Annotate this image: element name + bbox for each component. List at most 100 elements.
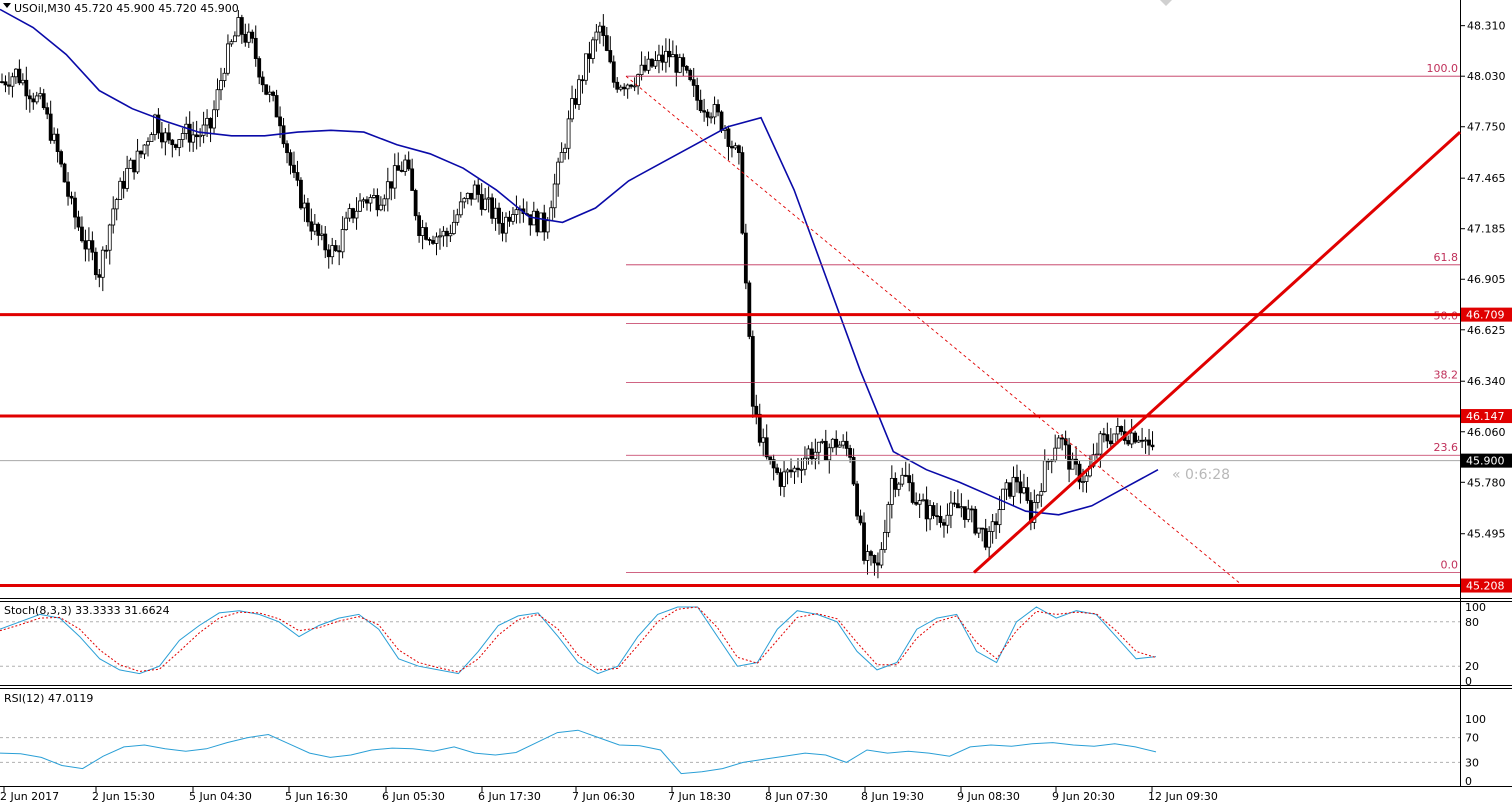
candle-body [20,79,25,84]
candle-body [372,195,376,198]
candle-body [340,229,345,253]
candle-body [330,245,335,258]
candle [250,29,255,44]
candle [820,438,825,445]
candle-body [396,165,401,171]
indicator-tick-label: 20 [1465,660,1479,673]
candle-body [86,240,91,250]
candle [48,100,53,144]
candle-body [903,474,908,477]
collapse-triangle-icon[interactable] [3,3,11,8]
candle-body [809,448,814,460]
candle [45,102,50,120]
candle [69,191,74,205]
candle [125,155,130,192]
candle-body [159,132,164,143]
candle-body [490,197,495,219]
candle [674,45,679,87]
candle [1115,417,1120,445]
stoch-signal-line [0,606,1157,673]
candle [219,67,223,101]
candle [1126,435,1131,447]
candle [736,144,741,165]
candle-body [66,181,70,197]
candle [455,208,460,226]
candle-body [309,221,314,232]
candle [100,246,105,292]
candle-body [743,232,748,284]
candle-body [1067,444,1072,470]
candle-body [785,469,790,473]
candle-body [205,117,209,126]
candle [1008,482,1012,499]
candle-body [1112,433,1117,445]
price-tick-label: 48.310 [1467,20,1506,33]
candle [976,527,981,539]
candle-body [573,98,578,105]
candle-body [792,467,797,473]
candle-body [1056,437,1061,449]
candle [358,193,362,213]
symbol-header: USOil,M30 45.720 45.900 45.720 45.900 [14,2,239,15]
candle [149,132,154,142]
candle [173,143,178,151]
candle [625,83,630,99]
candle-body [990,521,995,532]
candle-body [563,147,567,153]
candle [636,73,640,95]
candle [198,128,203,147]
candle-body [987,531,992,548]
fib-level-label: 23.6 [1434,441,1459,454]
candle [372,188,376,199]
candle [681,53,686,76]
candle-body [41,93,46,109]
level-price-tag [1461,307,1512,322]
candle-body [1147,439,1151,446]
candle [889,465,894,519]
candle [319,225,324,241]
candle [514,195,519,224]
candle [479,183,484,216]
candle-body [994,521,999,526]
candle-body [97,274,102,278]
candle [431,235,435,245]
candle [378,196,383,212]
candle-body [719,111,724,131]
candle-body [803,457,807,470]
candle-body [438,235,442,238]
candle [799,458,804,483]
candle-body [180,133,185,140]
candle [469,192,474,206]
candle-body [674,54,679,73]
candle [858,509,863,526]
candle-body [618,86,623,90]
candle-body [872,555,877,564]
candle [757,403,762,447]
candle-body [681,57,686,67]
candle-body [302,202,307,209]
candle [170,138,175,158]
candle [159,122,164,149]
candle-body [368,197,373,204]
candle-body [483,198,488,210]
candle [750,330,755,418]
candle [511,207,515,225]
candle-body [653,60,658,67]
candle [1084,472,1089,493]
candle-body [448,233,453,237]
candle-body [507,216,512,222]
candle [14,68,18,84]
candle-body [1042,460,1047,492]
candle-body [747,282,752,337]
candle [688,68,693,82]
candle-body [149,134,154,142]
candle-body [305,202,310,223]
time-tick-label: 7 Jun 18:30 [668,790,731,803]
price-tick-label: 47.750 [1467,121,1506,134]
candle [354,197,359,230]
candle-body [458,201,463,216]
candle-body [389,181,394,189]
candle-body [24,79,29,97]
candle-body [730,146,734,149]
candle [938,505,943,528]
